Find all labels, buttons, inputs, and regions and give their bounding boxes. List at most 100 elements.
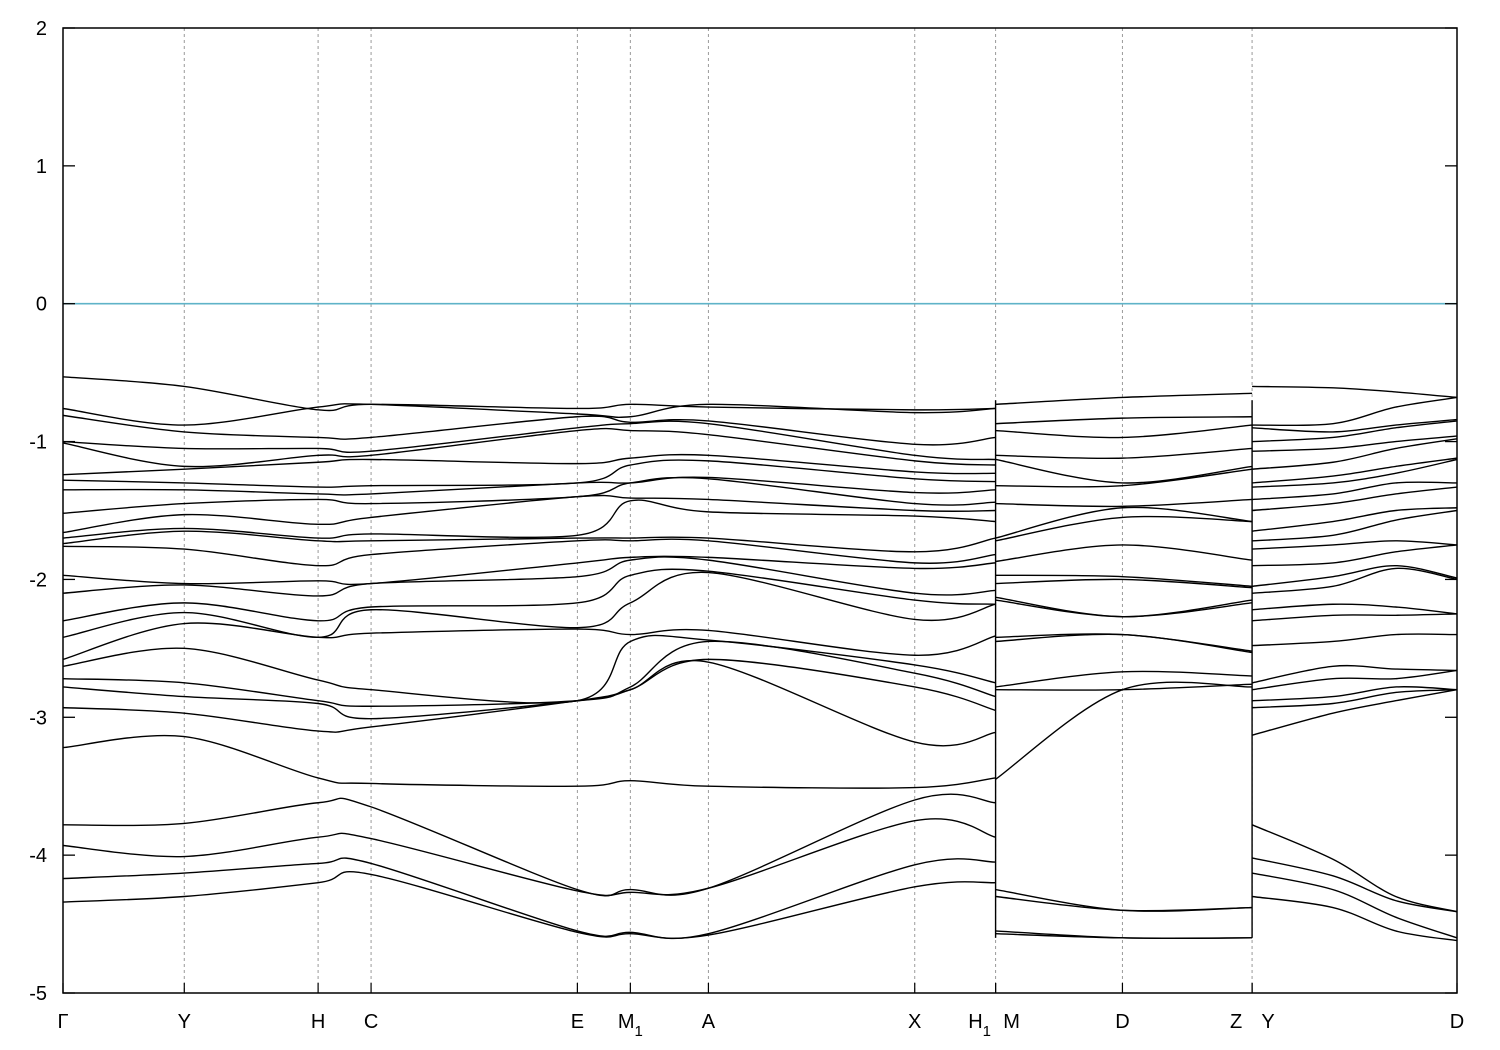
x-tick-label: D	[1450, 1011, 1464, 1033]
band-0-10	[63, 499, 996, 539]
x-tick-label: Z	[1230, 1011, 1242, 1033]
band-2-27	[1251, 895, 1457, 942]
band-0-3	[63, 420, 996, 461]
band-2-26	[1251, 872, 1457, 939]
band-0-20	[63, 658, 996, 720]
band-2-22	[1252, 689, 1457, 709]
band-2-0	[1252, 385, 1457, 399]
band-2-5	[1252, 438, 1457, 470]
band-0-14	[63, 556, 996, 597]
x-tick-label: X	[908, 1011, 921, 1033]
band-2-20	[1251, 669, 1457, 691]
band-2-24	[1251, 824, 1457, 913]
band-2-23	[1251, 689, 1457, 736]
band-0-0	[63, 376, 996, 412]
band-2-4	[1252, 435, 1457, 452]
band-1-22	[995, 933, 1253, 939]
band-0-21	[63, 659, 996, 747]
band-1-1	[995, 416, 1253, 425]
band-2-12	[1252, 540, 1457, 550]
band-0-2	[63, 414, 996, 446]
band-0-15	[63, 568, 996, 622]
band-0-26	[63, 871, 996, 940]
x-tick-label: H	[311, 1011, 325, 1033]
band-lines	[63, 376, 1457, 942]
band-1-6	[995, 498, 1253, 508]
band-0-11	[63, 530, 996, 553]
band-0-16	[63, 571, 996, 639]
x-tick-label: M	[1003, 1011, 1020, 1033]
band-1-13	[995, 599, 1253, 618]
x-tick-label: M1	[618, 1011, 643, 1040]
x-tick-label: E	[571, 1011, 584, 1033]
band-0-12	[63, 538, 996, 567]
band-2-14	[1251, 564, 1457, 588]
band-0-5	[63, 453, 996, 476]
band-0-1	[63, 403, 996, 426]
band-2-2	[1252, 418, 1457, 433]
band-2-10	[1251, 507, 1457, 532]
band-2-19	[1251, 664, 1457, 684]
y-tick-label: -1	[29, 432, 47, 454]
y-tick-label: -4	[29, 845, 47, 867]
band-1-18	[995, 681, 1253, 780]
band-0-23	[63, 793, 996, 897]
x-tick-label: D	[1115, 1011, 1129, 1033]
band-0-17	[63, 622, 996, 661]
band-0-25	[63, 857, 996, 940]
band-2-18	[1252, 633, 1457, 647]
y-tick-label: -5	[29, 983, 47, 1005]
band-0-13	[63, 555, 996, 586]
band-1-19	[995, 888, 1253, 912]
y-tick-label: 1	[36, 156, 47, 178]
y-tick-label: -2	[29, 569, 47, 591]
band-0-6	[63, 459, 996, 488]
band-2-7	[1252, 458, 1457, 488]
band-2-17	[1252, 613, 1457, 622]
x-tick-label: Γ	[57, 1011, 68, 1033]
band-0-24	[63, 818, 996, 897]
band-1-2	[995, 424, 1253, 439]
band-1-7	[995, 506, 1253, 539]
y-tick-label: -3	[29, 707, 47, 729]
band-2-25	[1251, 857, 1457, 913]
x-tick-label: Y	[178, 1011, 191, 1033]
plot-frame	[62, 27, 1458, 994]
band-2-15	[1252, 567, 1457, 594]
band-2-3	[1252, 420, 1457, 443]
path-break-lines	[994, 400, 1253, 938]
x-tick-label: H1	[968, 1011, 991, 1040]
band-1-4	[995, 458, 1253, 484]
y-tick-label: 0	[36, 294, 47, 316]
x-tick-label: A	[702, 1011, 716, 1033]
band-2-9	[1252, 486, 1457, 512]
band-1-16	[995, 670, 1253, 688]
band-2-8	[1252, 481, 1457, 501]
band-2-16	[1252, 603, 1457, 615]
band-1-3	[995, 447, 1253, 460]
band-1-9	[995, 544, 1253, 563]
band-2-13	[1252, 544, 1457, 567]
band-1-11	[995, 578, 1253, 589]
band-1-14	[995, 633, 1253, 652]
band-2-6	[1252, 457, 1457, 484]
band-1-0	[995, 392, 1253, 406]
band-0-9	[63, 494, 996, 534]
kpoint-gridlines	[183, 28, 1253, 993]
band-2-11	[1252, 509, 1457, 542]
band-2-1	[1252, 396, 1457, 427]
y-tick-label: 2	[36, 18, 47, 40]
x-tick-label: Y	[1261, 1011, 1274, 1033]
band-0-18	[63, 634, 996, 704]
x-axis-ticks: Γ Y H C E M1 A X H1 M D Z Y D	[57, 983, 1464, 1040]
band-2-21	[1252, 686, 1457, 702]
band-1-8	[995, 515, 1253, 542]
band-1-15	[995, 633, 1253, 654]
x-tick-label: C	[364, 1011, 378, 1033]
band-1-20	[995, 895, 1253, 912]
band-1-5	[995, 468, 1253, 488]
y-axis-ticks: -5 -4 -3 -2 -1 0 1 2	[29, 18, 1457, 1005]
band-0-7	[63, 476, 996, 496]
band-1-10	[995, 574, 1253, 588]
